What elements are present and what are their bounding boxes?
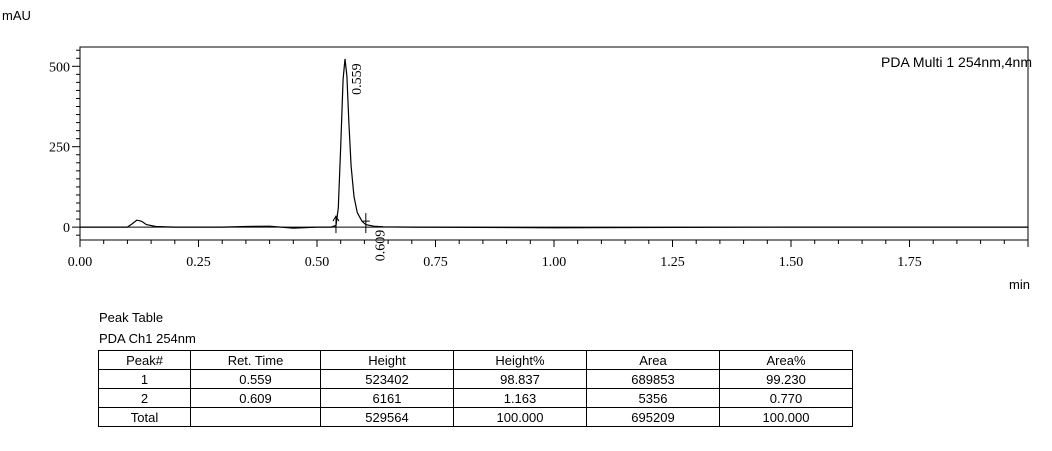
table-cell: 100.000 [719, 407, 853, 427]
x-tick-label: 1.00 [542, 255, 567, 270]
x-tick-label: 1.25 [660, 255, 685, 270]
table-cell: 100.000 [453, 407, 587, 427]
table-cell: 98.837 [453, 369, 587, 389]
y-tick-label: 0 [63, 221, 70, 236]
x-axis: 0.00 0.25 0.50 0.75 1.00 1.25 1.50 1.75 [68, 240, 1029, 270]
arrow-up-icon [332, 215, 340, 222]
table-cell: 689853 [586, 369, 720, 389]
header-cell: Ret. Time [190, 350, 321, 370]
table-cell: 523402 [320, 369, 454, 389]
table-cell: Total [98, 407, 191, 427]
chromatogram-chart: 0.00 0.25 0.50 0.75 1.00 1.25 1.50 1.75 0 250 500… [49, 46, 1029, 270]
x-tick-label: 0.00 [68, 255, 93, 270]
x-axis-unit: min [1009, 277, 1030, 292]
header-cell: Area% [719, 350, 853, 370]
peak-table: Peak# Ret. Time Height Height% Area Area… [98, 350, 853, 427]
table-row: 1 0.559 523402 98.837 689853 99.230 [98, 369, 853, 389]
table-cell: 695209 [586, 407, 720, 427]
table-cell: 5356 [586, 388, 720, 408]
chart-legend: PDA Multi 1 254nm,4nm [881, 54, 1032, 70]
table-cell: 0.559 [190, 369, 321, 389]
x-tick-label: 0.75 [423, 255, 448, 270]
table-cell [190, 407, 321, 427]
table-total-row: Total 529564 100.000 695209 100.000 [98, 407, 853, 427]
table-header-row: Peak# Ret. Time Height Height% Area Area… [98, 350, 853, 370]
peak-label: 0.559 [350, 63, 365, 95]
y-axis-unit: mAU [2, 8, 31, 23]
table-cell: 529564 [320, 407, 454, 427]
table-cell: 0.770 [719, 388, 853, 408]
y-tick-label: 500 [49, 60, 70, 75]
peak-label: 0.609 [374, 230, 389, 262]
y-axis: 0 250 500 [49, 49, 80, 236]
table-cell: 6161 [320, 388, 454, 408]
table-cell: 99.230 [719, 369, 853, 389]
table-cell: 1 [98, 369, 191, 389]
y-tick-label: 250 [49, 141, 70, 156]
header-cell: Area [586, 350, 720, 370]
header-cell: Height [320, 350, 454, 370]
plot-frame [79, 46, 1029, 241]
x-tick-label: 1.50 [779, 255, 804, 270]
table-cell: 2 [98, 388, 191, 408]
x-tick-label: 0.50 [305, 255, 330, 270]
chromatogram-trace [80, 58, 1028, 229]
table-cell: 0.609 [190, 388, 321, 408]
table-title: Peak Table [99, 310, 164, 325]
table-row: 2 0.609 6161 1.163 5356 0.770 [98, 388, 853, 408]
x-tick-label: 0.25 [186, 255, 211, 270]
header-cell: Peak# [98, 350, 191, 370]
peak-annotations: 0.559 0.609 [332, 63, 389, 262]
table-subtitle: PDA Ch1 254nm [99, 331, 196, 346]
table-cell: 1.163 [453, 388, 587, 408]
header-cell: Height% [453, 350, 587, 370]
x-tick-label: 1.75 [897, 255, 922, 270]
